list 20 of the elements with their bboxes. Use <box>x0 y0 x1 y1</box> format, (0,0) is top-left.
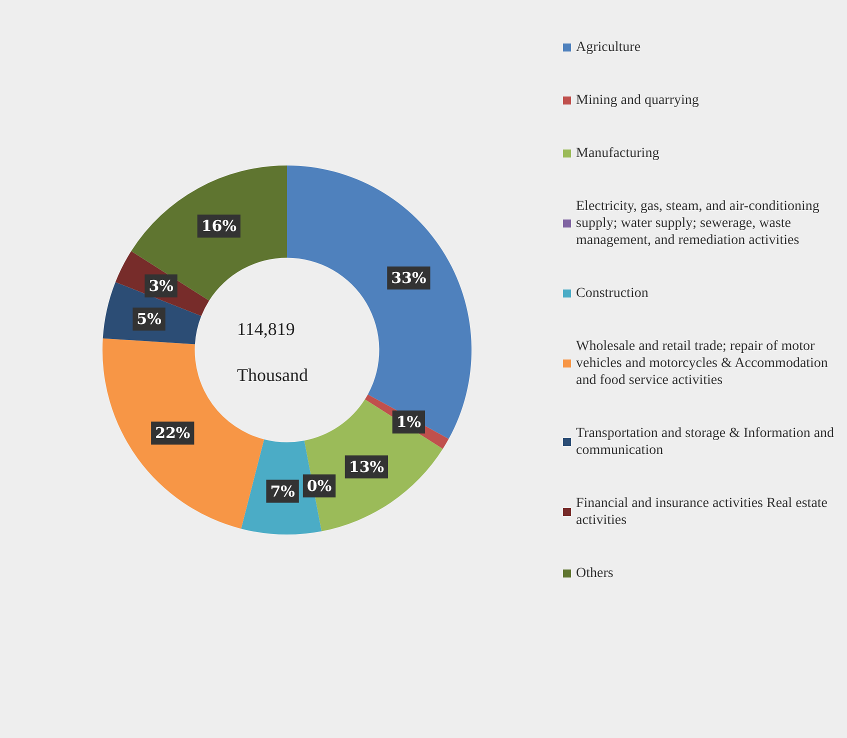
legend-label: Others <box>576 566 614 581</box>
data-label: 1% <box>396 412 422 431</box>
text: 0% <box>306 476 332 495</box>
data-label: 7% <box>270 482 295 500</box>
legend-label: Electricity, gas, steam, and air-conditioning supply; water supply; sewerage, waste management, and remediation activities <box>576 199 823 248</box>
data-label: 3% <box>148 276 174 295</box>
legend-label: Agriculture <box>576 40 641 55</box>
legend-label: Transportation and storage & Information and communication <box>576 426 838 458</box>
data-label: 22% <box>155 424 190 442</box>
data-label: 33% <box>391 269 426 288</box>
data-label: 5% <box>136 310 162 328</box>
legend-label: Wholesale and retail trade; repair of motor vehicles and motorcycles & Accommodation and food service activities <box>576 339 832 388</box>
legend-label: Construction <box>576 286 648 301</box>
data-label: 13% <box>348 458 384 476</box>
text: 114,819 <box>237 319 295 339</box>
text: Thousand <box>237 365 308 385</box>
data-label: 16% <box>201 217 236 236</box>
legend-label: Manufacturing <box>576 146 660 161</box>
legend-label: Mining and quarrying <box>576 93 699 108</box>
legend-label: Financial and insurance activities Real estate activities <box>576 496 832 528</box>
